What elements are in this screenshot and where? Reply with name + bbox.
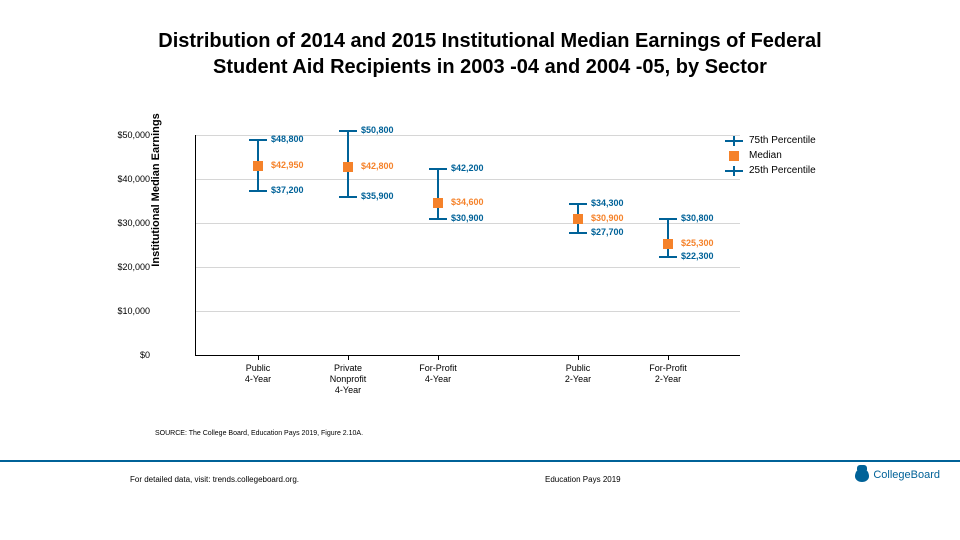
p75-value: $50,800 [361, 125, 394, 135]
chart-legend: 75th Percentile Median 25th Percentile [725, 135, 816, 180]
y-axis-label: Institutional Median Earnings [150, 55, 162, 325]
legend-p75-label: 75th Percentile [749, 135, 816, 146]
footer-left-text: For detailed data, visit: trends.college… [130, 475, 299, 484]
p25-value: $35,900 [361, 191, 394, 201]
source-text: SOURCE: The College Board, Education Pay… [155, 430, 363, 437]
legend-median: Median [725, 150, 816, 161]
median-marker [573, 214, 583, 224]
y-axis [195, 135, 196, 355]
median-value: $34,600 [451, 197, 484, 207]
p25-value: $30,900 [451, 213, 484, 223]
footer-divider [0, 460, 960, 462]
x-tick-label: For-Profit2-Year [633, 363, 703, 385]
y-tick-label: $50,000 [110, 130, 150, 140]
y-tick-label: $40,000 [110, 174, 150, 184]
x-tick [348, 355, 349, 360]
median-marker [663, 239, 673, 249]
legend-median-icon [729, 151, 739, 161]
x-tick [578, 355, 579, 360]
p75-value: $42,200 [451, 163, 484, 173]
y-tick-label: $0 [110, 350, 150, 360]
median-value: $30,900 [591, 213, 624, 223]
p25-value: $37,200 [271, 185, 304, 195]
y-tick-label: $30,000 [110, 218, 150, 228]
median-marker [253, 161, 263, 171]
median-marker [343, 162, 353, 172]
x-tick-label: For-Profit4-Year [403, 363, 473, 385]
p25-value: $22,300 [681, 251, 714, 261]
footer-center-text: Education Pays 2019 [545, 475, 621, 484]
p75-value: $48,800 [271, 134, 304, 144]
slide: Distribution of 2014 and 2015 Institutio… [0, 0, 960, 540]
gridline [195, 267, 740, 268]
whisker-line [437, 169, 439, 219]
x-axis [195, 355, 740, 356]
slide-title: Distribution of 2014 and 2015 Institutio… [130, 28, 850, 80]
p75-value: $34,300 [591, 198, 624, 208]
gridline [195, 311, 740, 312]
acorn-icon [855, 468, 869, 482]
gridline [195, 223, 740, 224]
legend-cap-icon [725, 140, 743, 142]
x-tick-label: Public2-Year [543, 363, 613, 385]
median-value: $42,950 [271, 160, 304, 170]
legend-p25-label: 25th Percentile [749, 165, 816, 176]
p25-value: $27,700 [591, 227, 624, 237]
x-tick-label: PrivateNonprofit4-Year [313, 363, 383, 395]
median-value: $42,800 [361, 161, 394, 171]
median-marker [433, 198, 443, 208]
legend-p75: 75th Percentile [725, 135, 816, 146]
median-value: $25,300 [681, 238, 714, 248]
x-tick [258, 355, 259, 360]
y-tick-label: $10,000 [110, 306, 150, 316]
p75-value: $30,800 [681, 213, 714, 223]
logo-text: CollegeBoard [873, 469, 940, 481]
x-tick-label: Public4-Year [223, 363, 293, 385]
x-tick [438, 355, 439, 360]
x-tick [668, 355, 669, 360]
gridline [195, 179, 740, 180]
collegeboard-logo: CollegeBoard [855, 468, 940, 482]
y-tick-label: $20,000 [110, 262, 150, 272]
legend-median-label: Median [749, 150, 782, 161]
legend-p25: 25th Percentile [725, 165, 816, 176]
legend-cap-icon [725, 170, 743, 172]
